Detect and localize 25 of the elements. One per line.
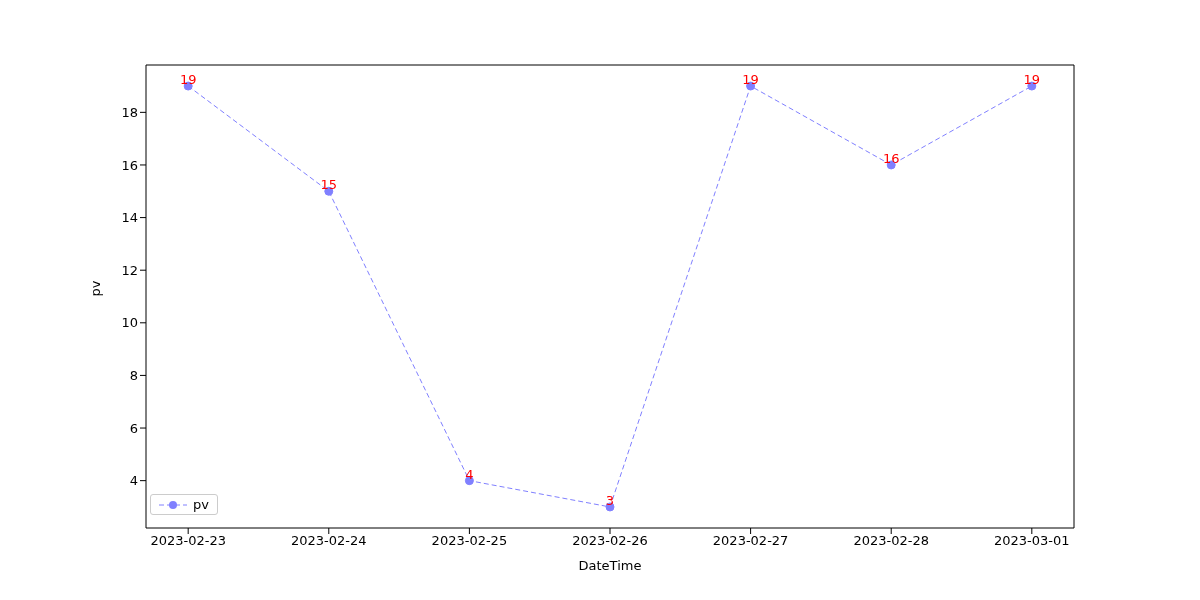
y-tick-label: 14	[121, 210, 138, 226]
legend-label: pv	[193, 497, 209, 512]
x-tick-label: 2023-03-01	[994, 533, 1070, 549]
data-label: 16	[882, 150, 900, 166]
x-tick-label: 2023-02-27	[712, 533, 789, 549]
data-label: 19	[179, 72, 197, 88]
x-tick-label: 2023-02-28	[853, 533, 929, 549]
y-axis-title: pv	[87, 280, 103, 297]
x-tick-label: 2023-02-23	[150, 533, 226, 549]
data-label: 15	[320, 177, 338, 193]
x-tick-label: 2023-02-24	[291, 533, 367, 549]
data-label: 3	[605, 492, 615, 508]
y-tick-label: 16	[121, 157, 138, 173]
y-tick-label: 12	[121, 262, 138, 278]
x-axis-title: DateTime	[578, 558, 642, 573]
y-tick-label: 10	[121, 315, 138, 331]
data-label: 19	[742, 72, 759, 88]
y-tick-label: 18	[121, 104, 138, 120]
y-tick-label: 8	[129, 368, 138, 384]
data-label: 4	[465, 466, 474, 482]
data-label: 19	[1023, 72, 1041, 88]
y-tick-label: 6	[129, 420, 138, 436]
y-tick-label: 4	[129, 473, 138, 489]
x-tick-label: 2023-02-25	[431, 533, 508, 549]
x-tick-label: 2023-02-26	[572, 533, 648, 549]
